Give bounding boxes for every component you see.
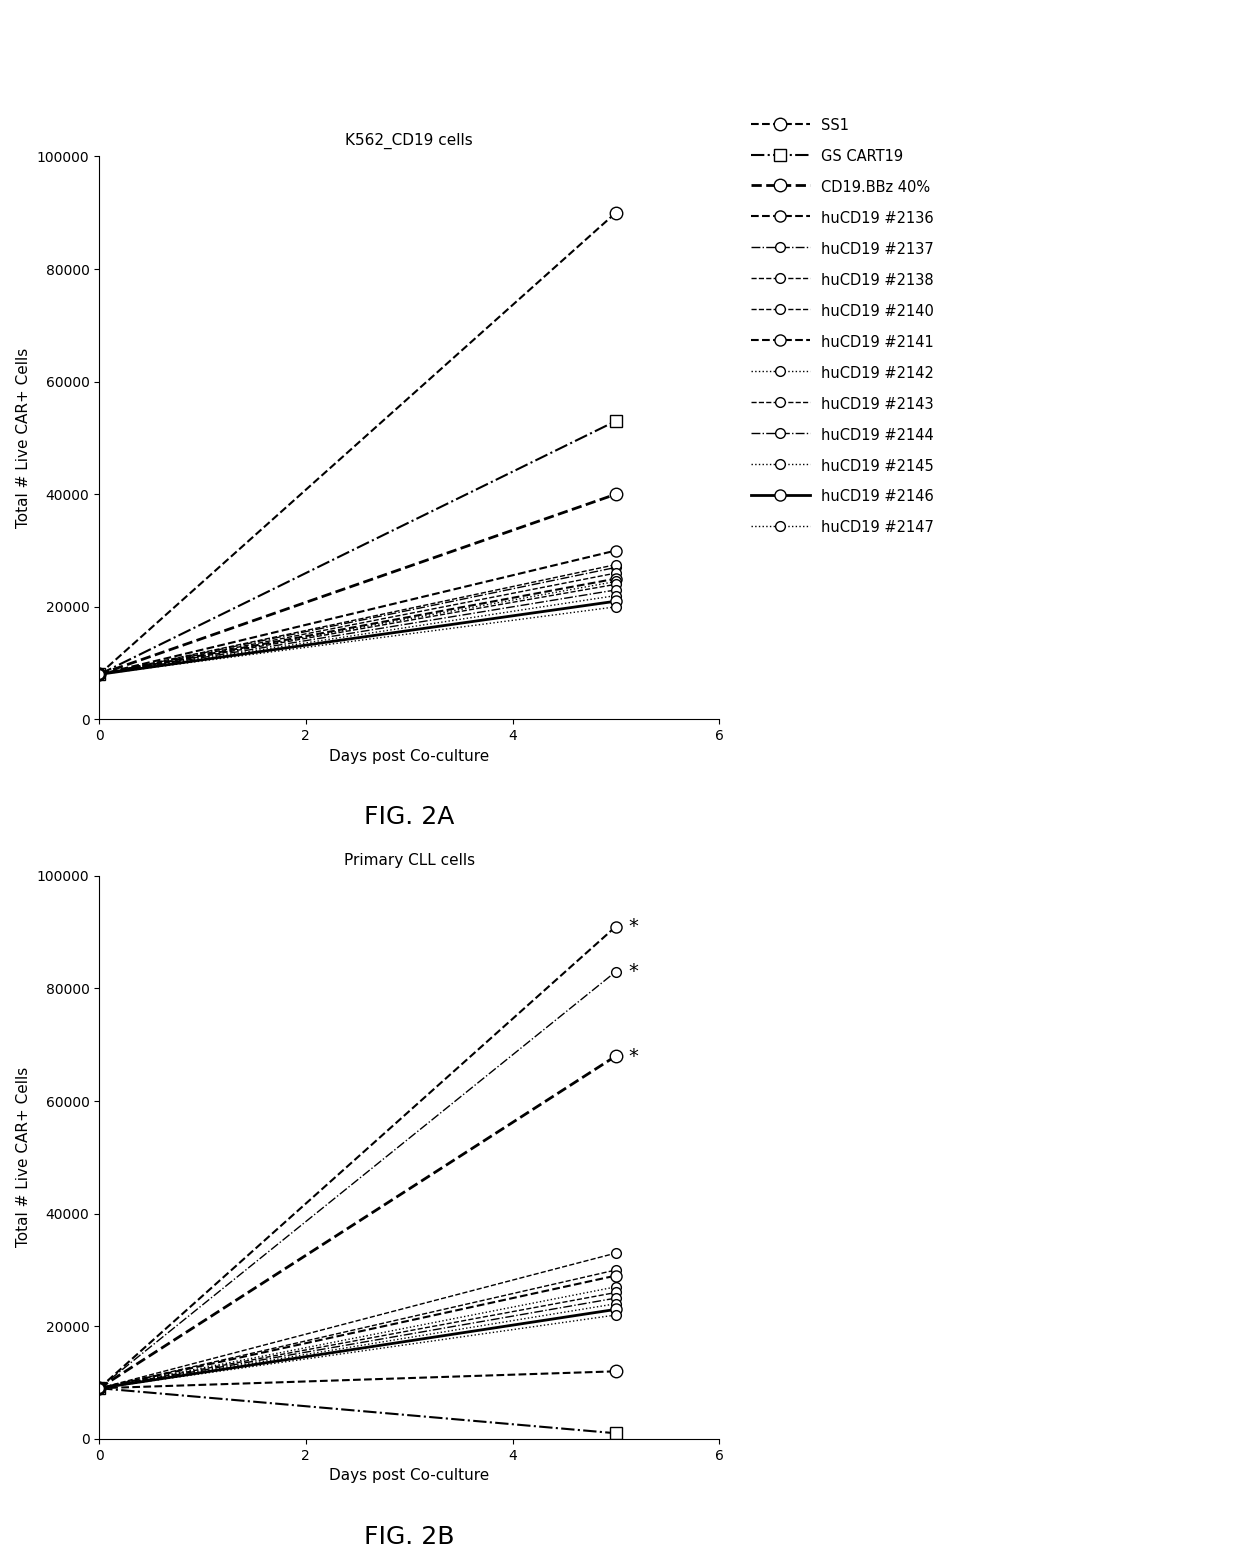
- X-axis label: Days post Co-culture: Days post Co-culture: [329, 749, 490, 763]
- X-axis label: Days post Co-culture: Days post Co-culture: [329, 1469, 490, 1483]
- Text: FIG. 2A: FIG. 2A: [365, 805, 454, 829]
- Text: FIG. 2B: FIG. 2B: [365, 1525, 454, 1548]
- Text: *: *: [629, 1046, 639, 1065]
- Text: *: *: [629, 962, 639, 981]
- Text: *: *: [629, 917, 639, 935]
- Legend: SS1, GS CART19, CD19.BBz 40%, huCD19 #2136, huCD19 #2137, huCD19 #2138, huCD19 #: SS1, GS CART19, CD19.BBz 40%, huCD19 #21…: [751, 117, 934, 536]
- Title: K562_CD19 cells: K562_CD19 cells: [345, 133, 474, 150]
- Y-axis label: Total # Live CAR+ Cells: Total # Live CAR+ Cells: [16, 347, 31, 529]
- Title: Primary CLL cells: Primary CLL cells: [343, 852, 475, 868]
- Y-axis label: Total # Live CAR+ Cells: Total # Live CAR+ Cells: [16, 1067, 31, 1248]
